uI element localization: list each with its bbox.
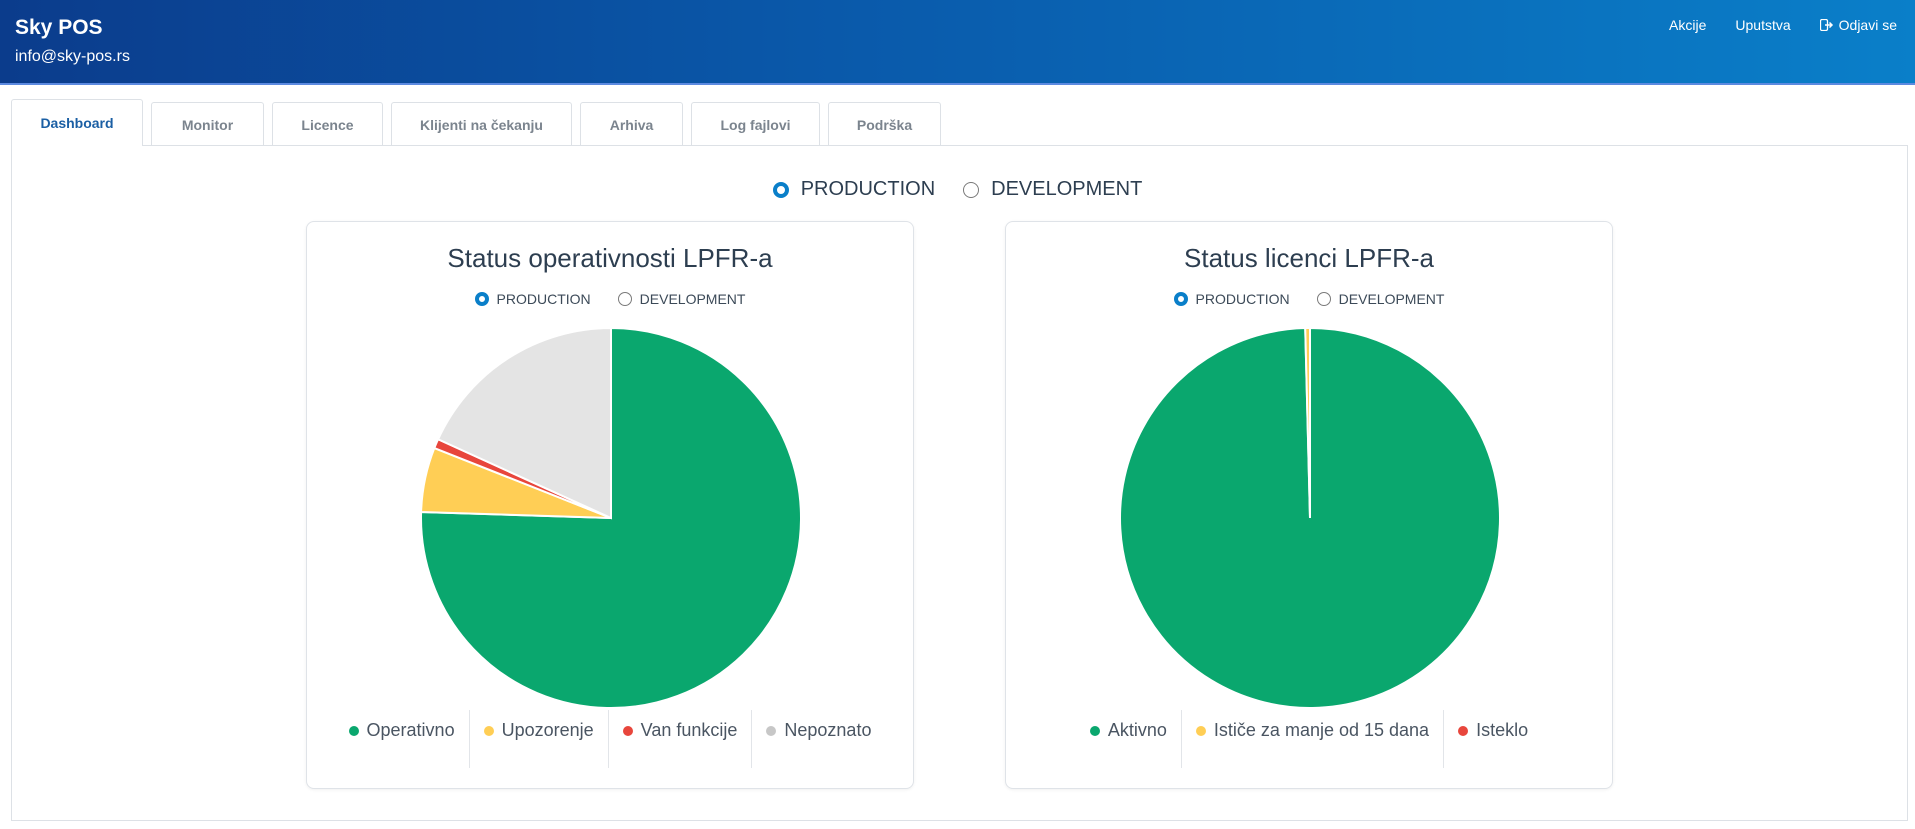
operativnost-development-option[interactable]: DEVELOPMENT (617, 291, 746, 307)
environment-switch: PRODUCTION DEVELOPMENT (0, 178, 1915, 201)
env-development-option[interactable]: DEVELOPMENT (963, 178, 1142, 201)
env-production-option[interactable]: PRODUCTION (772, 178, 936, 201)
operativnost-pie-chart (420, 326, 802, 709)
logout-link[interactable]: Odjavi se (1819, 17, 1897, 33)
licence-legend: Aktivno Ističe za manje od 15 dana Istek… (1006, 710, 1612, 768)
licence-card: Status licenci LPFR-a PRODUCTION DEVELOP… (1005, 221, 1613, 789)
legend-label: Ističe za manje od 15 dana (1213, 720, 1430, 740)
tab-monitor[interactable]: Monitor (151, 102, 264, 146)
licence-production-option[interactable]: PRODUCTION (1173, 291, 1290, 307)
nav-akcije-link[interactable]: Akcije (1669, 17, 1707, 33)
env-production-radio[interactable] (772, 181, 789, 198)
tab-log-fajlovi[interactable]: Log fajlovi (691, 102, 820, 146)
legend-label: Upozorenje (501, 720, 594, 740)
tab-klijenti-na-cekanju[interactable]: Klijenti na čekanju (391, 102, 572, 146)
licence-development-radio[interactable] (1316, 292, 1331, 306)
licence-production-radio[interactable] (1173, 292, 1188, 306)
operativnost-development-radio[interactable] (617, 292, 632, 306)
nav-uputstva-link[interactable]: Uputstva (1735, 17, 1791, 33)
legend-dot-red (622, 726, 633, 736)
legend-label: Van funkcije (640, 720, 738, 740)
legend-item-van-funkcije[interactable]: Van funkcije (609, 710, 753, 768)
legend-item-istice[interactable]: Ističe za manje od 15 dana (1182, 710, 1445, 768)
legend-label: Isteklo (1476, 720, 1529, 740)
legend-item-aktivno[interactable]: Aktivno (1076, 710, 1182, 768)
tab-licence[interactable]: Licence (272, 102, 383, 146)
logout-label: Odjavi se (1838, 17, 1897, 33)
legend-dot-yellow (483, 726, 494, 736)
legend-item-isteklo[interactable]: Isteklo (1444, 710, 1542, 768)
operativnost-legend: Operativno Upozorenje Van funkcije Nepoz… (307, 710, 913, 768)
env-development-radio[interactable] (963, 181, 980, 198)
user-email: info@sky-pos.rs (15, 48, 130, 65)
legend-item-upozorenje[interactable]: Upozorenje (470, 710, 609, 768)
legend-item-nepoznato[interactable]: Nepoznato (752, 710, 885, 768)
licence-development-option[interactable]: DEVELOPMENT (1316, 291, 1445, 307)
licence-title: Status licenci LPFR-a (1184, 243, 1434, 273)
licence-development-label: DEVELOPMENT (1338, 291, 1445, 307)
brand-title: Sky POS (15, 16, 103, 39)
legend-label: Operativno (366, 720, 455, 740)
legend-dot-green (348, 726, 359, 736)
legend-dot-red (1458, 726, 1469, 736)
operativnost-production-radio[interactable] (474, 292, 489, 306)
legend-label: Nepoznato (784, 720, 872, 740)
operativnost-env-switch: PRODUCTION DEVELOPMENT (307, 291, 913, 307)
operativnost-production-option[interactable]: PRODUCTION (474, 291, 591, 307)
operativnost-development-label: DEVELOPMENT (639, 291, 746, 307)
operativnost-card: Status operativnosti LPFR-a PRODUCTION D… (306, 221, 914, 789)
tab-podrska[interactable]: Podrška (828, 102, 941, 146)
licence-env-switch: PRODUCTION DEVELOPMENT (1006, 291, 1612, 307)
top-nav: Akcije Uputstva Odjavi se (1640, 17, 1897, 33)
env-production-label: PRODUCTION (800, 178, 936, 200)
env-development-label: DEVELOPMENT (991, 178, 1143, 200)
dashboard-panel (11, 145, 1908, 821)
app-header: Sky POS info@sky-pos.rs Akcije Uputstva … (0, 0, 1915, 85)
legend-label: Aktivno (1107, 720, 1167, 740)
operativnost-production-label: PRODUCTION (496, 291, 591, 307)
tab-dashboard[interactable]: Dashboard (11, 99, 143, 146)
legend-item-operativno[interactable]: Operativno (335, 710, 470, 768)
logout-icon (1819, 19, 1833, 31)
licence-pie-chart (1119, 326, 1501, 709)
legend-dot-gray (766, 726, 777, 736)
main-tabs: Dashboard Monitor Licence Klijenti na če… (11, 99, 949, 146)
pie-slice-isti-e-za-manje-od-15-dana[interactable] (1304, 326, 1311, 519)
tab-arhiva[interactable]: Arhiva (580, 102, 683, 146)
pie-slice-nepoznato[interactable] (436, 326, 612, 520)
licence-production-label: PRODUCTION (1195, 291, 1290, 307)
operativnost-title: Status operativnosti LPFR-a (447, 243, 773, 273)
legend-dot-yellow (1195, 726, 1206, 736)
legend-dot-green (1089, 726, 1100, 736)
